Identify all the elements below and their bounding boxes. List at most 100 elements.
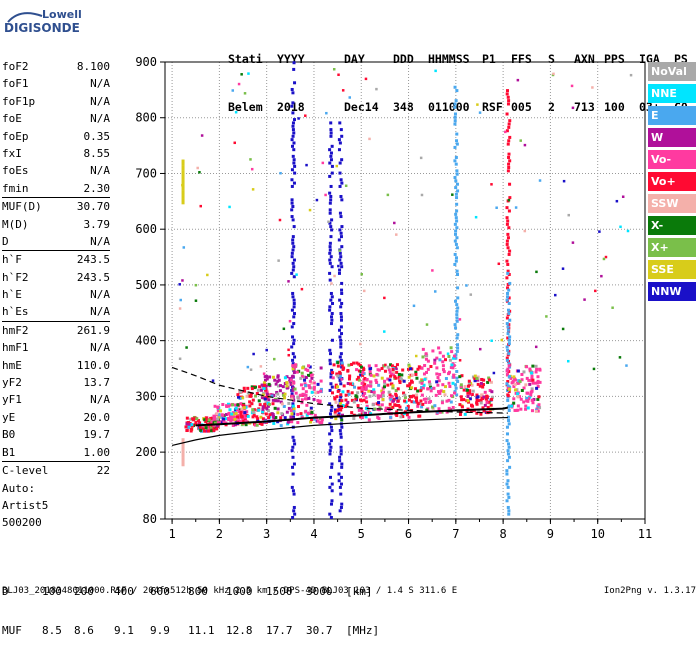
echo-dot	[253, 423, 257, 427]
echo-dot	[290, 345, 294, 349]
echo-dot	[505, 439, 509, 443]
echo-dot	[434, 393, 438, 397]
echo-dot	[396, 387, 400, 391]
echo-dot	[292, 148, 296, 152]
echo-dot	[421, 347, 425, 351]
echo-dot	[292, 61, 296, 65]
echo-dot	[236, 403, 240, 407]
echo-dot	[340, 465, 344, 469]
echo-dot	[454, 386, 458, 390]
echo-dot	[178, 283, 181, 286]
echo-dot	[456, 286, 460, 290]
echo-dot	[229, 416, 233, 420]
echo-dot	[520, 378, 524, 382]
echo-dot	[339, 393, 343, 397]
echo-dot	[506, 286, 510, 290]
echo-dot	[185, 429, 189, 433]
f2-trace	[195, 406, 509, 427]
echo-dot	[486, 380, 490, 384]
echo-dot	[291, 388, 295, 392]
echo-dot	[292, 312, 296, 316]
echo-dot	[292, 509, 296, 513]
echo-dot	[507, 166, 511, 170]
echo-dot	[290, 449, 294, 453]
echo-dot	[463, 412, 467, 416]
echo-dot	[335, 372, 339, 376]
echo-dot	[567, 359, 570, 363]
echo-dot	[460, 405, 464, 409]
param-name: fmin	[2, 181, 29, 195]
param-row: fmin 2.30	[2, 180, 110, 197]
auto-line1: Auto:	[2, 482, 36, 495]
echo-dot	[196, 166, 199, 170]
echo-dot	[451, 366, 455, 370]
echo-dot	[363, 391, 367, 395]
echo-dot	[240, 407, 244, 411]
echo-dot	[522, 386, 526, 390]
echo-dot	[268, 413, 272, 417]
echo-dot	[395, 396, 399, 400]
echo-dot	[337, 264, 340, 268]
echo-dot	[397, 375, 401, 379]
echo-dot	[265, 374, 269, 378]
echo-dot	[456, 189, 460, 193]
echo-dot	[455, 269, 459, 273]
echo-dot	[335, 385, 339, 389]
header-value-7: 2	[548, 100, 555, 114]
echo-dot	[202, 429, 206, 433]
echo-dot	[287, 353, 291, 357]
echo-dot	[264, 384, 268, 388]
echo-dot	[339, 505, 343, 509]
echo-dot	[407, 363, 411, 367]
echo-dot	[339, 325, 343, 329]
echo-dot	[490, 390, 494, 394]
param-row: h`Es N/A	[2, 303, 110, 320]
echo-dot	[512, 397, 516, 401]
echo-dot	[341, 390, 345, 394]
param-name: h`F	[2, 253, 22, 267]
echo-dot	[433, 290, 437, 293]
echo-dot	[291, 445, 295, 449]
echo-dot	[184, 425, 188, 429]
echo-dot	[506, 492, 510, 496]
param-value: 22	[96, 463, 110, 477]
echo-dot	[291, 261, 295, 265]
echo-dot	[257, 399, 261, 403]
echo-dot	[300, 287, 304, 291]
echo-dot	[181, 181, 185, 185]
echo-dot	[304, 409, 308, 413]
echo-dot	[525, 399, 529, 403]
param-name: hmE	[2, 358, 22, 372]
echo-dot	[506, 328, 510, 332]
echo-dot	[265, 392, 269, 396]
echo-dot	[380, 376, 384, 380]
param-name: B1	[2, 445, 16, 459]
echo-dot	[316, 399, 320, 403]
echo-dot	[487, 378, 491, 382]
echo-dot	[330, 171, 334, 175]
echo-dot	[310, 390, 314, 394]
echo-dot	[506, 332, 510, 336]
echo-dot	[278, 389, 282, 393]
echo-dot	[456, 296, 460, 300]
echo-dot	[290, 178, 294, 182]
echo-dot	[456, 273, 460, 277]
echo-dot	[421, 402, 425, 406]
echo-dot	[339, 402, 343, 406]
echo-dot	[276, 392, 280, 396]
echo-dot	[246, 386, 250, 390]
echo-dot	[290, 412, 294, 416]
echo-dot	[570, 84, 574, 88]
echo-dot	[291, 415, 295, 419]
echo-dot	[291, 238, 295, 242]
echo-dot	[505, 129, 509, 133]
echo-dot	[387, 390, 391, 394]
echo-dot	[454, 232, 458, 236]
echo-dot	[356, 391, 360, 395]
echo-dot	[329, 408, 333, 412]
echo-dot	[409, 395, 413, 399]
echo-dot	[453, 119, 457, 123]
echo-dot	[316, 419, 320, 423]
echo-dot	[388, 378, 392, 382]
param-name: MUF(D)	[2, 200, 42, 214]
